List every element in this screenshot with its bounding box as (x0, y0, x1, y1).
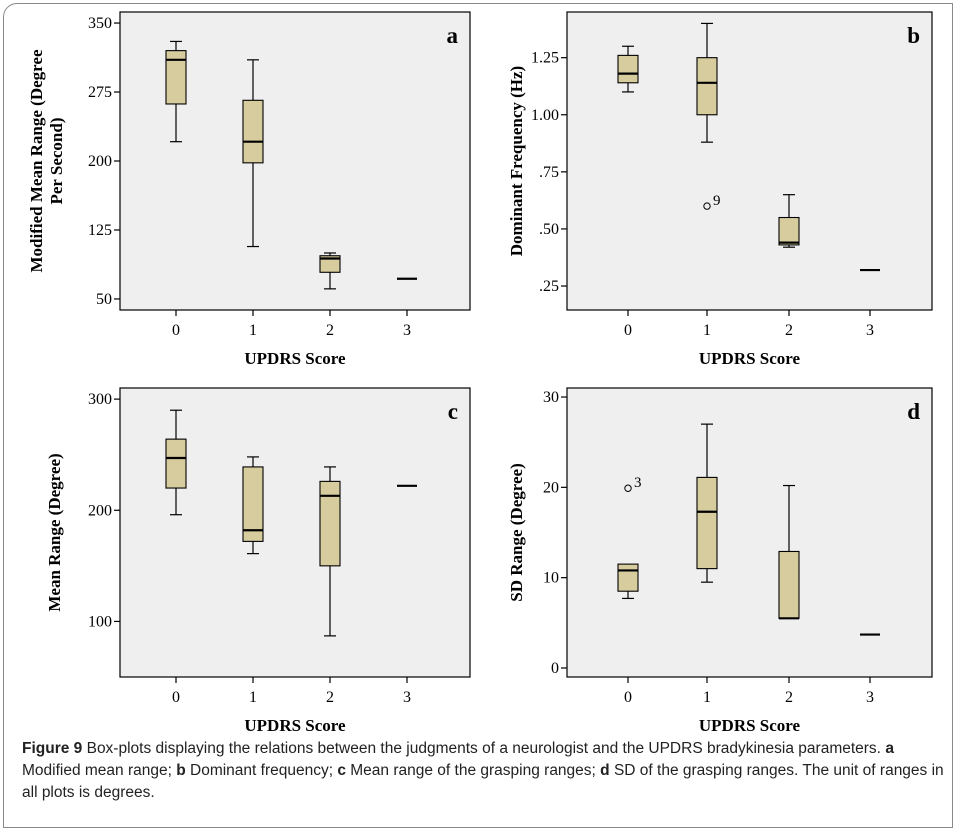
x-tick-label: 0 (624, 689, 632, 706)
y-tick-label: 200 (88, 502, 112, 519)
panel-label: c (448, 399, 458, 424)
box (319, 255, 341, 273)
x-tick-label: 1 (703, 689, 711, 706)
y-tick-label: 50 (96, 291, 112, 308)
box (617, 563, 639, 592)
y-tick-label: 0 (551, 660, 559, 677)
figure-caption: Figure 9 Box-plots displaying the relati… (22, 738, 947, 804)
caption-text: SD of the grasping ranges. The unit of r… (22, 762, 944, 801)
y-tick-label: 300 (88, 391, 112, 408)
x-tick-label: 3 (866, 322, 874, 339)
y-axis-label: SD Range (Degree) (507, 463, 526, 601)
caption-text: Dominant frequency; (185, 762, 338, 779)
x-tick-label: 0 (624, 322, 632, 339)
box (319, 480, 341, 567)
y-axis-label: Modified Mean Range (Degree (27, 49, 46, 272)
box (242, 466, 264, 542)
y-tick-label: 10 (543, 570, 559, 587)
outlier-label: 9 (713, 193, 721, 209)
y-tick-label: 30 (543, 389, 559, 406)
x-tick-label: 2 (785, 689, 793, 706)
caption-panel-letter: b (176, 762, 186, 779)
box (778, 550, 800, 619)
box (242, 99, 264, 164)
y-axis-label: Per Second) (47, 117, 66, 204)
box (696, 57, 718, 116)
x-axis-label: UPDRS Score (244, 349, 346, 368)
box (165, 50, 187, 105)
x-tick-label: 3 (403, 322, 411, 339)
panel-label: a (447, 23, 459, 48)
x-axis-label: UPDRS Score (699, 716, 801, 735)
x-tick-label: 3 (866, 689, 874, 706)
y-tick-label: .75 (539, 164, 559, 181)
box (778, 216, 800, 246)
caption-panel-letter: d (600, 762, 610, 779)
x-tick-label: 1 (249, 322, 257, 339)
y-tick-label: 100 (88, 613, 112, 630)
y-tick-label: 125 (88, 222, 112, 239)
caption-label: Figure 9 (22, 740, 83, 757)
caption-text: Mean range of the grasping ranges; (345, 762, 601, 779)
y-tick-label: .25 (539, 278, 559, 295)
y-tick-label: 20 (543, 479, 559, 496)
caption-panel-letter: a (885, 740, 894, 757)
panel-label: d (907, 399, 920, 424)
x-tick-label: 2 (785, 322, 793, 339)
panel-label: b (907, 23, 920, 48)
box (617, 54, 639, 84)
x-tick-label: 1 (249, 689, 257, 706)
caption-body: Box-plots displaying the relations betwe… (22, 740, 944, 801)
y-tick-label: 200 (88, 153, 112, 170)
outlier-point (624, 484, 632, 492)
caption-text: Box-plots displaying the relations betwe… (82, 740, 886, 757)
y-axis-label: Mean Range (Degree) (45, 453, 64, 611)
caption-text: Modified mean range; (22, 762, 177, 779)
y-tick-label: 275 (88, 84, 112, 101)
y-tick-label: 1.25 (531, 50, 559, 67)
outlier-point (703, 202, 711, 210)
x-axis-label: UPDRS Score (699, 349, 801, 368)
y-tick-label: 1.00 (531, 107, 559, 124)
x-tick-label: 3 (403, 689, 411, 706)
y-axis-label: Dominant Frequency (Hz) (507, 66, 526, 256)
y-tick-label: .50 (539, 221, 559, 238)
y-tick-label: 350 (88, 15, 112, 32)
plot-area (119, 387, 471, 678)
x-tick-label: 2 (326, 689, 334, 706)
box (165, 438, 187, 489)
plot-area (566, 387, 933, 678)
x-tick-label: 2 (326, 322, 334, 339)
x-tick-label: 1 (703, 322, 711, 339)
x-tick-label: 0 (172, 689, 180, 706)
x-axis-label: UPDRS Score (244, 716, 346, 735)
x-tick-label: 0 (172, 322, 180, 339)
box (696, 476, 718, 570)
caption-panel-letter: c (337, 762, 346, 779)
outlier-label: 3 (634, 475, 642, 491)
